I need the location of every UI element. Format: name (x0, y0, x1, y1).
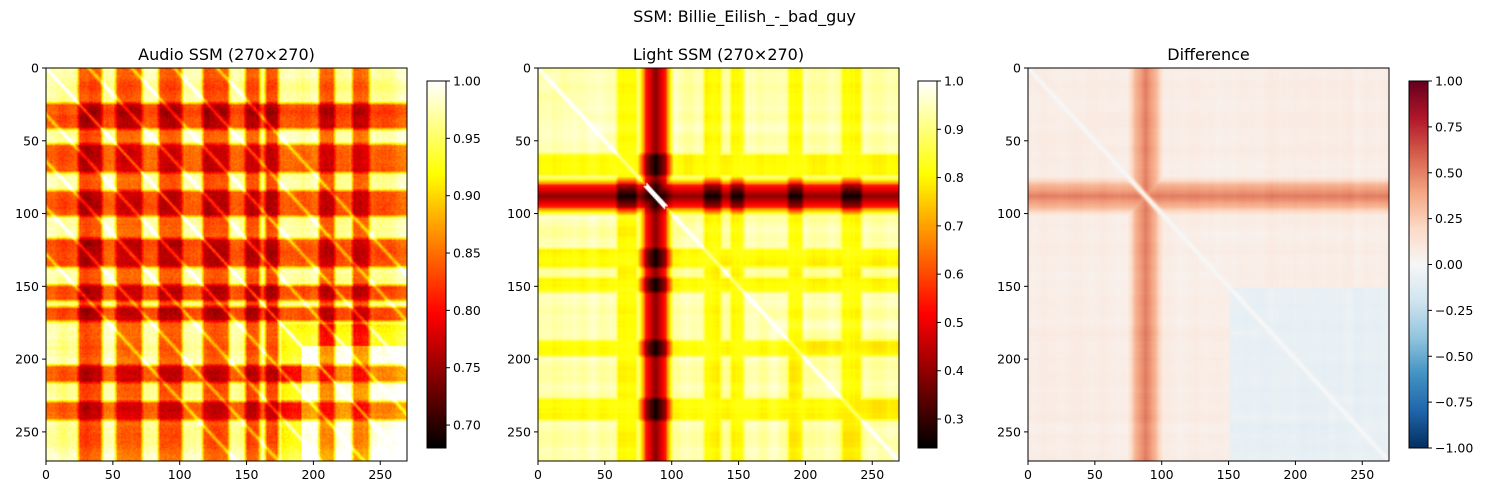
colorbar-tick-label: 0.4 (944, 363, 964, 378)
y-tick-label: 250 (15, 424, 39, 439)
x-tick-label: 50 (597, 467, 613, 482)
x-tick-label: 250 (368, 467, 392, 482)
y-tick-label: 100 (997, 206, 1021, 221)
panel-title: Difference (1167, 45, 1249, 64)
heatmap-panel-3: Difference 0 50 100 150 200 250 0 50 100 150 200 250… (997, 45, 1473, 482)
x-tick-label: 100 (660, 467, 684, 482)
colorbar (427, 81, 446, 448)
colorbar-tick-label: −1.00 (1435, 441, 1473, 456)
x-tick-label: 250 (860, 467, 884, 482)
colorbar-tick-label: 0.5 (944, 315, 964, 330)
x-tick-label: 150 (1217, 467, 1241, 482)
figure-suptitle: SSM: Billie_Eilish_-_bad_guy (633, 7, 856, 27)
x-tick-label: 200 (301, 467, 325, 482)
axes-frame (537, 67, 900, 462)
colorbar-tick-label: 0.25 (1435, 211, 1463, 226)
colorbar-tick-label: 0.00 (1435, 257, 1463, 272)
colorbar-tick-label: 1.00 (453, 74, 481, 89)
y-tick-label: 100 (507, 206, 531, 221)
colorbar-tick-label: 0.75 (453, 360, 481, 375)
x-tick-label: 150 (235, 467, 259, 482)
y-tick-label: 0 (1013, 61, 1021, 76)
axes-frame (45, 67, 408, 462)
y-tick-label: 150 (997, 279, 1021, 294)
y-tick-label: 150 (15, 279, 39, 294)
heatmap-image (538, 68, 899, 461)
heatmap-panel-1: Audio SSM (270×270) 0 50 100 150 200 250 0 50 100… (15, 45, 481, 482)
x-tick-label: 0 (42, 467, 50, 482)
y-tick-label: 50 (1005, 133, 1021, 148)
x-tick-label: 50 (105, 467, 121, 482)
y-tick-label: 250 (507, 424, 531, 439)
x-tick-label: 150 (727, 467, 751, 482)
heatmap-image (1028, 68, 1389, 461)
heatmap-image (46, 68, 407, 461)
x-tick-label: 0 (534, 467, 542, 482)
y-tick-label: 200 (507, 352, 531, 367)
x-tick-label: 0 (1024, 467, 1032, 482)
x-tick-label: 50 (1087, 467, 1103, 482)
colorbar-tick-label: 0.75 (1435, 119, 1463, 134)
colorbar-tick-label: −0.50 (1435, 349, 1473, 364)
y-tick-label: 50 (515, 133, 531, 148)
x-tick-label: 250 (1350, 467, 1374, 482)
colorbar-tick-label: −0.75 (1435, 395, 1473, 410)
axes-frame (1027, 67, 1390, 462)
colorbar-tick-label: 0.50 (1435, 165, 1463, 180)
colorbar-tick-label: 1.0 (944, 74, 964, 89)
colorbar-tick-label: 0.70 (453, 418, 481, 433)
y-tick-label: 0 (31, 61, 39, 76)
y-tick-label: 200 (15, 352, 39, 367)
colorbar-tick-label: 0.95 (453, 131, 481, 146)
colorbar-tick-label: −0.25 (1435, 303, 1473, 318)
y-tick-label: 200 (997, 352, 1021, 367)
colorbar-tick-label: 0.8 (944, 170, 964, 185)
colorbar-tick-label: 0.9 (944, 122, 964, 137)
colorbar-frame (917, 80, 938, 449)
colorbar (1409, 81, 1428, 448)
colorbar (918, 81, 937, 448)
x-tick-label: 100 (168, 467, 192, 482)
y-tick-label: 50 (23, 133, 39, 148)
colorbar-tick-label: 0.7 (944, 218, 964, 233)
colorbar-tick-label: 0.80 (453, 303, 481, 318)
y-tick-label: 150 (507, 279, 531, 294)
x-tick-label: 100 (1150, 467, 1174, 482)
colorbar-tick-label: 0.90 (453, 188, 481, 203)
colorbar-tick-label: 0.85 (453, 246, 481, 261)
colorbar-frame (426, 80, 447, 449)
y-tick-label: 100 (15, 206, 39, 221)
panel-title: Light SSM (270×270) (633, 45, 804, 64)
colorbar-tick-label: 1.00 (1435, 74, 1463, 89)
colorbar-tick-label: 0.6 (944, 267, 964, 282)
panel-title: Audio SSM (270×270) (138, 45, 315, 64)
y-tick-label: 250 (997, 424, 1021, 439)
heatmap-panel-2: Light SSM (270×270) 0 50 100 150 200 250 0 50 100… (507, 45, 964, 482)
colorbar-tick-label: 0.3 (944, 412, 964, 427)
x-tick-label: 200 (793, 467, 817, 482)
y-tick-label: 0 (523, 61, 531, 76)
x-tick-label: 200 (1283, 467, 1307, 482)
